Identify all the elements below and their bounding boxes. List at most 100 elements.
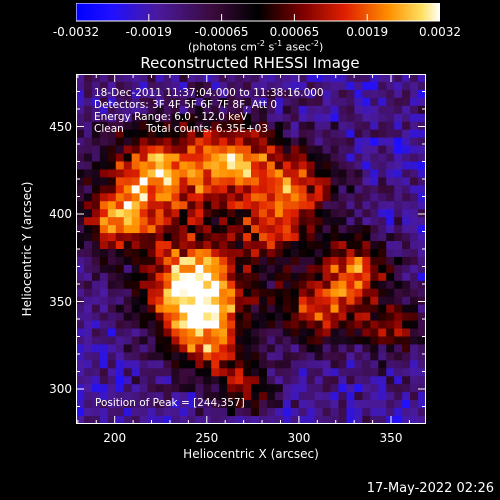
heatmap-cell	[171, 304, 180, 314]
heatmap-cell	[274, 384, 284, 393]
heatmap-cell	[378, 376, 387, 385]
heatmap-cell	[274, 352, 284, 361]
colorbar	[76, 3, 440, 22]
heatmap-cell	[322, 264, 332, 274]
heatmap-cell	[99, 280, 109, 290]
heatmap-cell	[139, 89, 149, 99]
heatmap-cell	[219, 336, 228, 346]
heatmap-cell	[354, 328, 363, 338]
heatmap-cell	[338, 360, 348, 369]
heatmap-cell	[123, 368, 133, 377]
heatmap-cell	[370, 153, 379, 163]
heatmap-cell	[274, 137, 284, 147]
heatmap-cell	[370, 193, 379, 202]
heatmap-cell	[171, 352, 180, 361]
heatmap-cell	[187, 137, 196, 147]
heatmap-cell	[394, 185, 403, 194]
heatmap-cell	[330, 320, 340, 330]
heatmap-cell	[338, 296, 348, 306]
heatmap-cell	[282, 384, 292, 393]
heatmap-cell	[258, 233, 268, 242]
heatmap-cell	[354, 272, 363, 282]
heatmap-cell	[187, 416, 196, 424]
heatmap-cell	[258, 376, 268, 385]
heatmap-cell	[322, 296, 332, 306]
heatmap-cell	[163, 280, 173, 290]
heatmap-cell	[163, 121, 173, 131]
heatmap-cell	[354, 249, 363, 258]
heatmap-cell	[235, 400, 244, 409]
heatmap-cell	[274, 145, 284, 155]
heatmap-cell	[266, 368, 276, 377]
heatmap-cell	[235, 344, 244, 353]
heatmap-cell	[370, 81, 379, 91]
heatmap-cell	[418, 233, 426, 242]
heatmap-cell	[314, 225, 324, 234]
heatmap-cell	[418, 74, 426, 83]
heatmap-cell	[330, 368, 340, 377]
heatmap-cell	[155, 169, 165, 178]
heatmap-cell	[410, 81, 419, 91]
heatmap-cell	[354, 344, 363, 353]
heatmap-cell	[266, 249, 276, 258]
heatmap-cell	[298, 233, 308, 242]
heatmap-cell	[155, 161, 165, 171]
heatmap-cell	[378, 312, 387, 322]
heatmap-cell	[386, 384, 395, 393]
heatmap-cell	[76, 264, 85, 274]
heatmap-cell	[402, 256, 411, 266]
heatmap-cell	[322, 153, 332, 163]
heatmap-cell	[131, 256, 141, 266]
heatmap-cell	[227, 105, 236, 115]
heatmap-cell	[187, 352, 196, 361]
heatmap-cell	[107, 137, 117, 147]
heatmap-cell	[139, 328, 149, 338]
heatmap-cell	[147, 328, 157, 338]
heatmap-cell	[155, 272, 165, 282]
heatmap-cell	[346, 217, 355, 226]
heatmap-cell	[266, 105, 276, 115]
heatmap-cell	[322, 185, 332, 194]
heatmap-cell	[139, 161, 149, 171]
heatmap-cell	[386, 201, 395, 210]
heatmap-cell	[418, 225, 426, 234]
annotation-counts: Total counts: 6.35E+03	[146, 123, 269, 135]
heatmap-cell	[211, 264, 220, 274]
heatmap-cell	[370, 368, 379, 377]
heatmap-cell	[322, 376, 332, 385]
heatmap-cell	[83, 177, 93, 186]
heatmap-cell	[123, 145, 133, 155]
heatmap-cell	[362, 177, 371, 186]
heatmap-cell	[131, 344, 141, 353]
heatmap-cell	[107, 201, 117, 210]
heatmap-cell	[123, 384, 133, 393]
heatmap-cell	[290, 312, 300, 322]
heatmap-cell	[179, 161, 188, 171]
heatmap-cell	[83, 384, 93, 393]
heatmap-cell	[99, 217, 109, 226]
heatmap-cell	[219, 97, 228, 107]
heatmap-cell	[131, 193, 141, 202]
heatmap-cell	[362, 392, 371, 401]
heatmap-cell	[346, 368, 355, 377]
heatmap-cell	[107, 153, 117, 163]
heatmap-cell	[298, 89, 308, 99]
heatmap-cell	[298, 121, 308, 131]
heatmap-cell	[163, 81, 173, 91]
heatmap-cell	[378, 153, 387, 163]
heatmap-cell	[251, 153, 260, 163]
heatmap-cell	[354, 233, 363, 242]
heatmap-cell	[322, 74, 332, 83]
heatmap-cell	[338, 304, 348, 314]
heatmap-cell	[83, 320, 93, 330]
heatmap-cell	[243, 360, 252, 369]
heatmap-cell	[354, 105, 363, 115]
heatmap-cell	[123, 209, 133, 218]
heatmap-cell	[306, 296, 316, 306]
heatmap-cell	[219, 201, 228, 210]
heatmap-cell	[338, 97, 348, 107]
heatmap-cell	[258, 368, 268, 377]
heatmap-cell	[266, 320, 276, 330]
heatmap-cell	[266, 113, 276, 123]
heatmap-cell	[274, 121, 284, 131]
